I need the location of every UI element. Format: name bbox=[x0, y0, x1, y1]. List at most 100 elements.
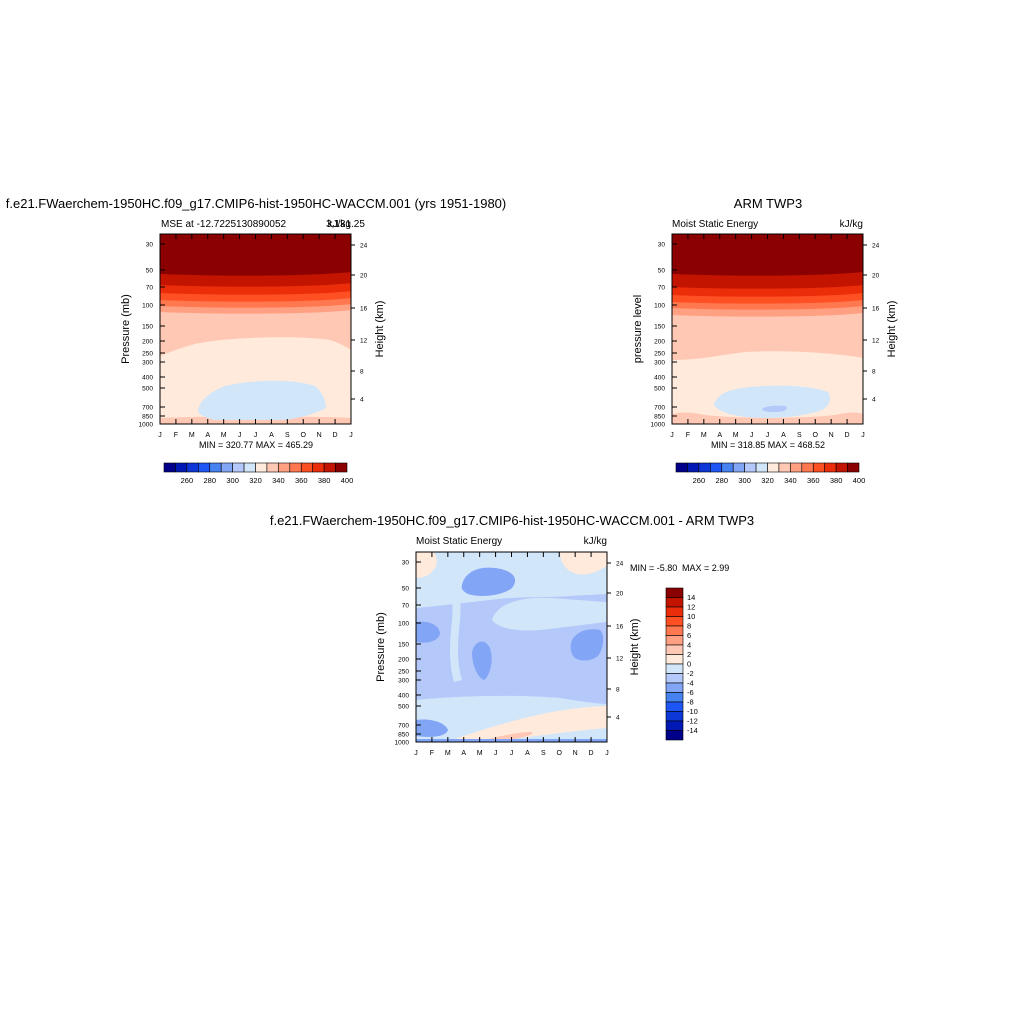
y-tick-label: 850 bbox=[142, 414, 153, 421]
model-ylabel: Pressure (mb) bbox=[120, 294, 132, 364]
colorbar-swatch bbox=[812, 462, 825, 473]
colorbar-swatch bbox=[278, 462, 291, 473]
x-tick-label: J bbox=[254, 432, 258, 439]
obs-units-label: kJ/kg bbox=[840, 219, 863, 230]
x-tick-label: N bbox=[317, 432, 322, 439]
obs-title: ARM TWP3 bbox=[734, 196, 802, 211]
x-tick-label: S bbox=[285, 432, 290, 439]
diff-band-m6-d bbox=[570, 629, 604, 661]
obs-variable-label: Moist Static Energy bbox=[672, 219, 758, 230]
y-tick-label: 30 bbox=[402, 560, 410, 567]
colorbar-swatch bbox=[790, 462, 803, 473]
colorbar-label: 320 bbox=[761, 476, 774, 485]
colorbar-swatch bbox=[698, 462, 711, 473]
y-tick-label: 250 bbox=[398, 669, 409, 676]
colorbar-swatch bbox=[778, 462, 791, 473]
diff-band-p0-topleft bbox=[416, 552, 437, 578]
colorbar-label: 340 bbox=[784, 476, 797, 485]
colorbar-swatch bbox=[243, 462, 256, 473]
x-tick-label: J bbox=[349, 432, 353, 439]
colorbar-swatch bbox=[665, 701, 684, 712]
diff-band-m6-c bbox=[472, 641, 492, 680]
y-tick-label: 50 bbox=[146, 268, 154, 275]
x-tick-label: F bbox=[430, 750, 434, 757]
colorbar-swatch bbox=[665, 730, 684, 741]
colorbar-label: 300 bbox=[738, 476, 751, 485]
colorbar-swatch bbox=[732, 462, 745, 473]
x-tick-label: A bbox=[461, 750, 466, 757]
diff-band-p0-topright bbox=[560, 552, 607, 575]
colorbar-swatch bbox=[687, 462, 700, 473]
colorbar-swatch bbox=[335, 462, 348, 473]
y-right-tick-label: 4 bbox=[872, 397, 876, 404]
y-tick-label: 100 bbox=[654, 303, 665, 310]
colorbar-label: 380 bbox=[830, 476, 843, 485]
colorbar-label: 360 bbox=[807, 476, 820, 485]
colorbar-label: 0 bbox=[687, 660, 691, 669]
colorbar-swatch bbox=[665, 587, 684, 598]
difference-variable-label: Moist Static Energy bbox=[416, 536, 502, 547]
colorbar-swatch bbox=[186, 462, 199, 473]
x-tick-label: M bbox=[701, 432, 707, 439]
difference-contour-field bbox=[416, 552, 607, 742]
y-right-tick-label: 8 bbox=[360, 369, 364, 376]
x-tick-label: D bbox=[845, 432, 850, 439]
y-tick-label: 300 bbox=[654, 360, 665, 367]
colorbar-swatch bbox=[255, 462, 268, 473]
colorbar-swatch bbox=[835, 462, 848, 473]
x-tick-label: O bbox=[557, 750, 563, 757]
colorbar-swatch bbox=[323, 462, 336, 473]
obs-colorbar: 260 280 300 320 340 360 380 400 bbox=[675, 462, 865, 485]
x-tick-label: M bbox=[733, 432, 739, 439]
colorbar-swatch bbox=[710, 462, 723, 473]
x-tick-label: S bbox=[541, 750, 546, 757]
diff-band-p0-lower bbox=[452, 706, 607, 740]
model-units-label: kJ/kg bbox=[328, 219, 351, 230]
x-tick-label: J bbox=[238, 432, 242, 439]
colorbar-label: 300 bbox=[226, 476, 239, 485]
x-tick-label: M bbox=[445, 750, 451, 757]
colorbar-label: 2 bbox=[687, 650, 691, 659]
colorbar-swatch bbox=[721, 462, 734, 473]
y-right-tick-label: 12 bbox=[616, 656, 624, 663]
colorbar-label: 260 bbox=[181, 476, 194, 485]
colorbar-swatch bbox=[232, 462, 245, 473]
y-tick-label: 150 bbox=[398, 642, 409, 649]
x-tick-label: J bbox=[861, 432, 865, 439]
x-tick-label: N bbox=[573, 750, 578, 757]
y-tick-label: 150 bbox=[142, 324, 153, 331]
difference-axes: J F M A M J J A S O N D J 30 50 70 100 150 200 250 300 400 500… bbox=[395, 552, 624, 757]
colorbar-swatch bbox=[744, 462, 757, 473]
diff-band-m6-a bbox=[461, 567, 516, 596]
obs-ylabel-right: Height (km) bbox=[886, 301, 898, 358]
model-ylabel-right: Height (km) bbox=[374, 301, 386, 358]
x-tick-label: F bbox=[686, 432, 690, 439]
y-tick-label: 200 bbox=[398, 657, 409, 664]
x-tick-label: A bbox=[525, 750, 530, 757]
y-tick-label: 200 bbox=[654, 339, 665, 346]
x-tick-label: A bbox=[781, 432, 786, 439]
y-tick-label: 300 bbox=[142, 360, 153, 367]
colorbar-swatch bbox=[198, 462, 211, 473]
colorbar-swatch bbox=[266, 462, 279, 473]
colorbar-label: 380 bbox=[318, 476, 331, 485]
colorbar-swatch bbox=[665, 682, 684, 693]
x-tick-label: J bbox=[414, 750, 418, 757]
y-tick-label: 400 bbox=[398, 693, 409, 700]
colorbar-swatch bbox=[289, 462, 302, 473]
model-title: f.e21.FWaerchem-1950HC.f09_g17.CMIP6-his… bbox=[6, 196, 506, 211]
difference-ylabel-right: Height (km) bbox=[629, 619, 641, 676]
colorbar-swatch bbox=[220, 462, 233, 473]
y-tick-label: 400 bbox=[654, 375, 665, 382]
colorbar-label: 340 bbox=[272, 476, 285, 485]
colorbar-label: 4 bbox=[687, 641, 691, 650]
colorbar-label: 14 bbox=[687, 593, 695, 602]
y-right-tick-label: 20 bbox=[872, 273, 880, 280]
colorbar-label: -6 bbox=[687, 688, 694, 697]
colorbar-label: -8 bbox=[687, 698, 694, 707]
y-tick-label: 1000 bbox=[651, 422, 666, 429]
y-tick-label: 300 bbox=[398, 678, 409, 685]
model-axes: J F M A M J J A S O N D J 30 50 70 100 150 200 250 300 400 500… bbox=[139, 234, 368, 439]
colorbar-swatch bbox=[665, 692, 684, 703]
